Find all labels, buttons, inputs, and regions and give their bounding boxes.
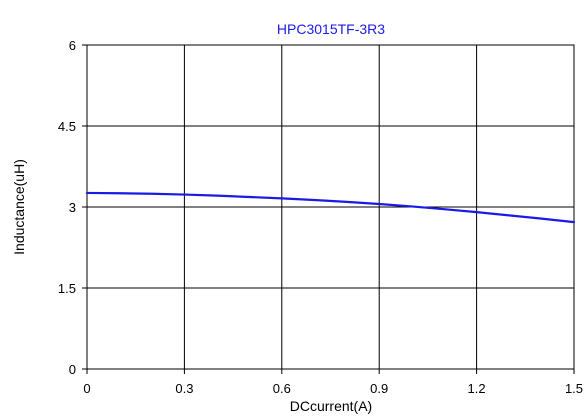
y-tick-label-2: 3 — [69, 200, 76, 215]
y-tick-label-1: 1.5 — [58, 281, 76, 296]
x-tick-label-5: 1.5 — [565, 381, 583, 396]
x-tick-label-4: 1.2 — [468, 381, 486, 396]
x-axis: 0 0.3 0.6 0.9 1.2 1.5 — [83, 369, 583, 396]
y-tick-label-3: 4.5 — [58, 119, 76, 134]
series-group — [85, 191, 576, 224]
series-line-0 — [85, 191, 576, 224]
y-tick-label-4: 6 — [69, 38, 76, 53]
x-tick-label-3: 0.9 — [370, 381, 388, 396]
y-tick-label-0: 0 — [69, 362, 76, 377]
grid — [86, 44, 575, 370]
chart-title: HPC3015TF-3R3 — [277, 21, 385, 37]
x-tick-label-1: 0.3 — [175, 381, 193, 396]
x-tick-label-2: 0.6 — [273, 381, 291, 396]
x-axis-label: DCcurrent(A) — [290, 398, 372, 414]
y-axis: 0 1.5 3 4.5 6 — [58, 38, 87, 377]
x-tick-label-0: 0 — [83, 381, 90, 396]
y-axis-label: Inductance(uH) — [11, 159, 27, 255]
